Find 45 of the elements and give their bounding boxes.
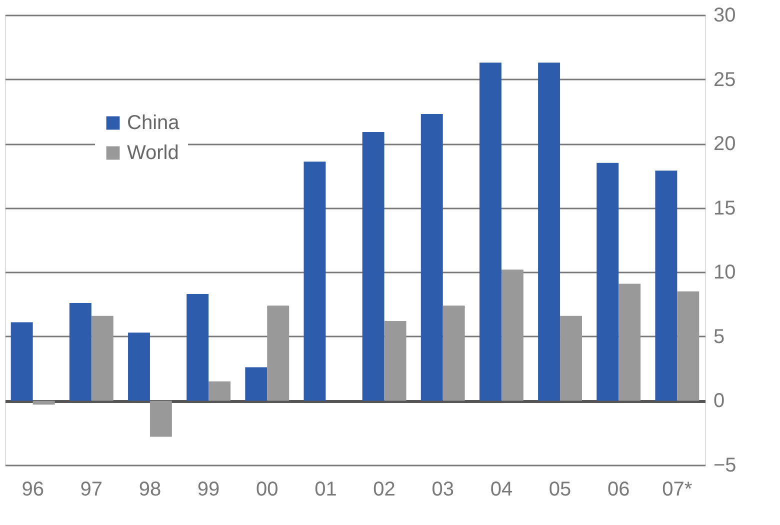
legend-label: China [127,112,180,134]
bar [304,162,326,401]
bar [538,62,560,401]
y-tick-label: 5 [714,326,725,348]
bar [245,367,268,401]
x-tick-label: 02 [373,478,396,500]
bar [560,316,582,401]
bar [150,400,172,437]
x-tick-label: 04 [490,478,513,500]
y-tick-label: 30 [714,4,736,26]
x-tick-label: 07* [662,478,692,500]
x-tick-label: 99 [197,478,220,500]
y-tick-label: 25 [714,68,736,91]
bar [479,62,502,401]
bar [655,170,678,401]
bar [128,332,150,401]
bar [442,306,465,401]
y-tick-label: −5 [714,454,736,476]
x-tick-label: 97 [80,478,103,500]
y-tick-label: 10 [714,262,736,284]
bar [420,114,443,401]
y-tick-label: 0 [714,390,725,412]
y-tick-label: 20 [714,133,736,156]
bar [91,316,114,401]
x-tick-label: 96 [22,478,44,500]
bar [501,270,524,401]
bar [10,322,33,401]
x-tick-label: 06 [607,478,630,500]
y-tick-label: 15 [714,197,736,220]
bar [186,294,209,401]
legend-label: World [127,142,179,164]
bar [384,321,406,401]
bar [208,381,231,401]
bar [677,291,700,401]
bar [32,400,55,405]
bar [69,303,92,401]
x-tick-label: 00 [256,478,278,500]
bar [267,306,290,401]
x-tick-label: 98 [138,478,162,500]
x-tick-label: 05 [548,478,572,500]
x-tick-label: 03 [432,478,454,500]
bar [362,132,384,401]
bar [596,162,619,401]
x-tick-label: 01 [314,478,337,500]
bar [618,284,641,401]
